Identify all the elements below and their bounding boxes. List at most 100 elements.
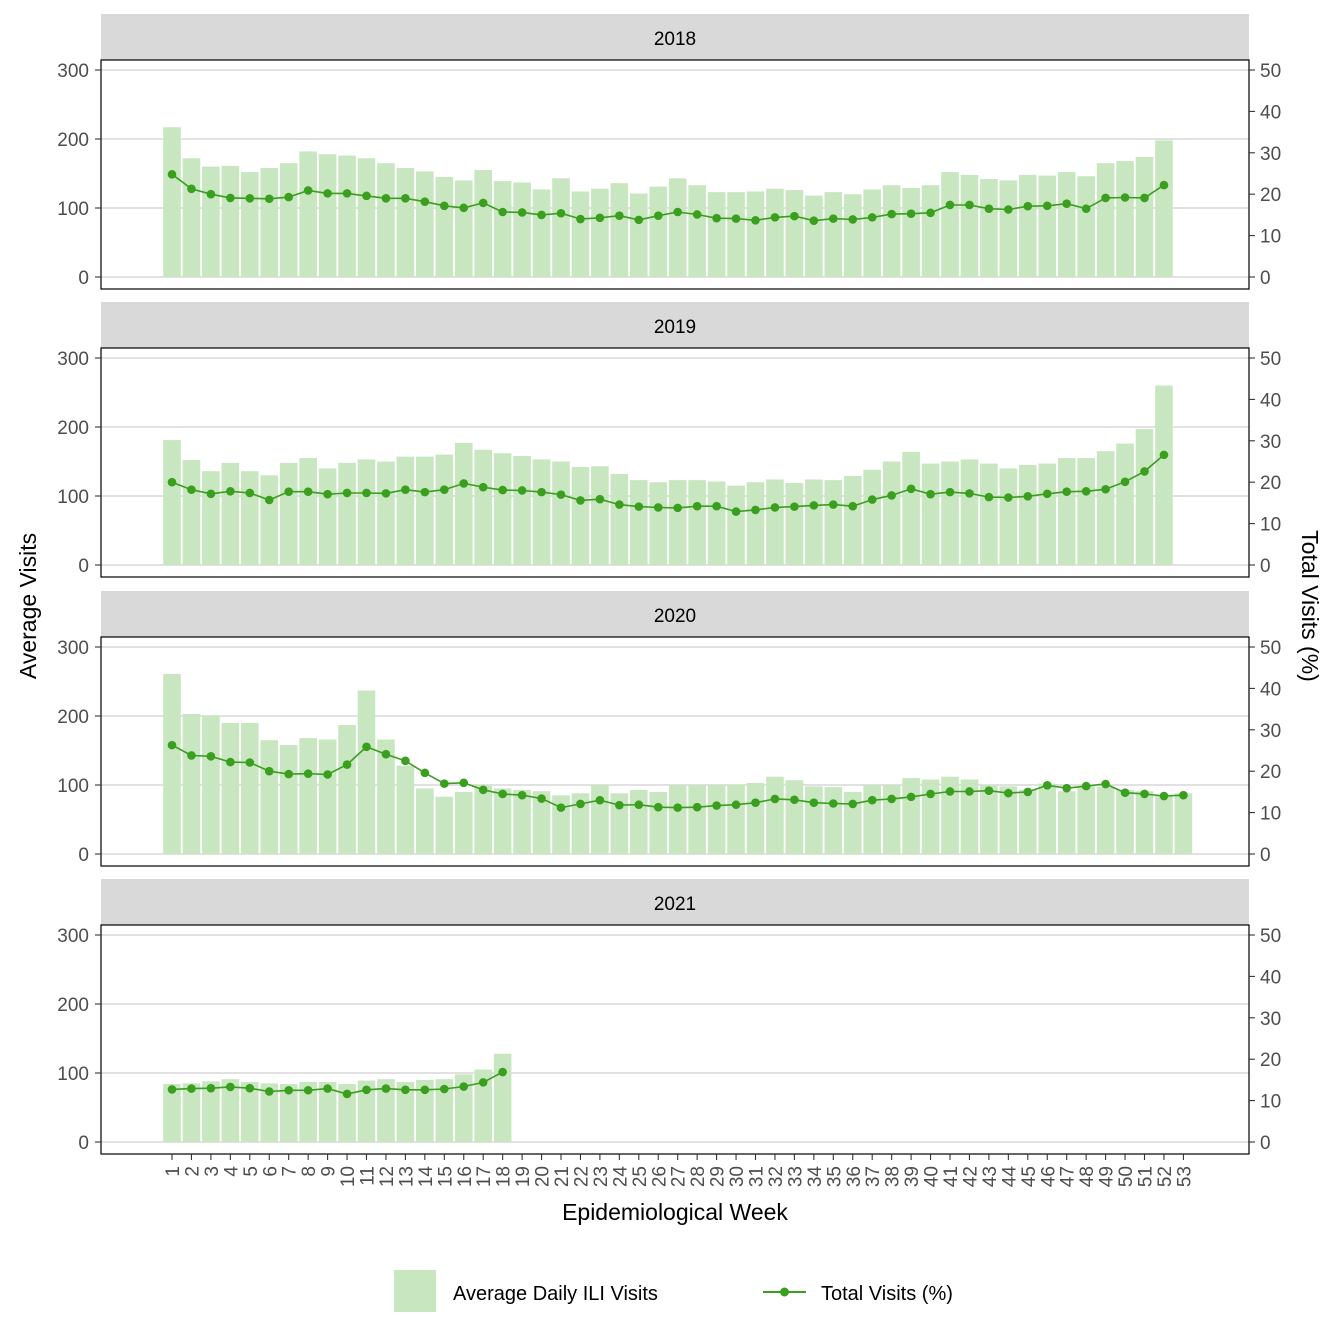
point-2018-w25 <box>634 215 644 225</box>
point-2021-w2 <box>187 1084 196 1093</box>
x-tick-label: 28 <box>688 1166 709 1187</box>
y-tick-label: 100 <box>57 1064 89 1085</box>
point-2018-w36 <box>848 215 858 224</box>
y2-tick-label: 10 <box>1260 515 1281 536</box>
point-2020-w7 <box>284 769 294 779</box>
x-tick-label: 27 <box>669 1166 690 1187</box>
bar-2019-w49 <box>1096 451 1115 565</box>
bar-2019-w27 <box>668 480 687 565</box>
point-2019-w39 <box>906 484 916 494</box>
point-2019-w41 <box>945 487 955 497</box>
point-2020-w14 <box>420 768 430 778</box>
point-2019-w4 <box>226 487 235 496</box>
bar-2021-w4 <box>221 1079 240 1142</box>
bar-2021-w6 <box>260 1083 279 1142</box>
bar-2018-w47 <box>1057 172 1076 277</box>
bar-2019-w2 <box>182 460 201 565</box>
y2-tick-label: 0 <box>1260 268 1271 289</box>
point-2018-w44 <box>1004 205 1013 214</box>
x-tick-label: 48 <box>1077 1166 1098 1187</box>
y-tick-label: 0 <box>78 556 89 577</box>
bar-2019-w36 <box>843 475 862 565</box>
x-axis: 1234567891011121314151617181920212223242… <box>163 1154 1195 1187</box>
bar-2019-w46 <box>1038 463 1057 565</box>
point-2020-w8 <box>303 769 313 778</box>
bar-2018-w35 <box>824 192 843 277</box>
x-tick-label: 26 <box>649 1166 670 1187</box>
point-2020-w32 <box>770 794 780 804</box>
x-tick-label: 22 <box>571 1166 592 1187</box>
x-tick-label: 21 <box>552 1166 573 1187</box>
point-2018-w8 <box>303 186 313 195</box>
point-2019-w49 <box>1101 484 1110 494</box>
bar-2018-w2 <box>182 158 201 277</box>
point-2021-w17 <box>478 1078 488 1087</box>
point-2018-w48 <box>1081 204 1091 213</box>
point-2018-w27 <box>673 207 682 217</box>
point-2019-w11 <box>362 488 371 498</box>
bar-2019-w38 <box>882 461 901 565</box>
x-tick-label: 6 <box>260 1166 281 1177</box>
bar-2020-w26 <box>649 791 668 854</box>
point-2019-w19 <box>517 486 527 495</box>
point-2018-w15 <box>440 201 449 211</box>
bar-2021-w2 <box>182 1083 201 1142</box>
point-2021-w15 <box>440 1084 449 1094</box>
bar-2019-w48 <box>1077 458 1095 565</box>
x-tick-label: 3 <box>202 1166 223 1177</box>
bar-2020-w20 <box>532 791 551 854</box>
bar-2020-w31 <box>746 782 765 854</box>
y-axis-title: Average Visits <box>15 533 41 679</box>
point-2021-w16 <box>459 1082 469 1091</box>
bar-2019-w51 <box>1135 429 1154 565</box>
point-2019-w34 <box>809 501 819 510</box>
x-tick-label: 15 <box>435 1166 456 1187</box>
point-2018-w19 <box>517 208 527 217</box>
point-2020-w19 <box>517 790 527 800</box>
bar-2021-w13 <box>396 1081 415 1142</box>
x-tick-label: 47 <box>1058 1166 1079 1187</box>
x-tick-label: 4 <box>221 1166 242 1177</box>
bar-2020-w51 <box>1135 791 1154 854</box>
point-2019-w18 <box>498 485 507 495</box>
bar-2019-w45 <box>1019 464 1037 565</box>
bar-2019-w29 <box>707 481 726 565</box>
x-tick-label: 9 <box>319 1166 340 1177</box>
point-2019-w45 <box>1023 491 1033 501</box>
point-2019-w31 <box>751 505 760 515</box>
point-2018-w30 <box>731 214 741 223</box>
x-tick-label: 7 <box>280 1166 301 1177</box>
facet-strip-label: 2020 <box>654 606 696 627</box>
y-tick-label: 300 <box>57 349 89 370</box>
bar-2020-w49 <box>1096 787 1115 854</box>
x-tick-label: 30 <box>727 1166 748 1187</box>
legend-swatch-dot <box>780 1287 789 1297</box>
bar-2018-w13 <box>396 167 415 277</box>
bar-2020-w43 <box>980 785 998 854</box>
x-tick-label: 25 <box>630 1166 651 1187</box>
bar-2019-w30 <box>727 485 745 565</box>
x-tick-label: 1 <box>163 1166 184 1177</box>
point-2018-w17 <box>478 198 488 208</box>
y2-tick-label: 20 <box>1260 185 1281 206</box>
x-tick-label: 41 <box>941 1166 962 1187</box>
bar-2020-w53 <box>1174 793 1193 854</box>
point-2020-w22 <box>576 799 585 809</box>
panel-border <box>100 347 1250 578</box>
point-2018-w45 <box>1023 201 1033 211</box>
bar-2018-w32 <box>766 188 784 277</box>
bar-2018-w51 <box>1135 156 1154 277</box>
y-tick-label: 0 <box>78 268 89 289</box>
point-2018-w33 <box>790 211 799 221</box>
point-2019-w29 <box>712 501 721 511</box>
point-2019-w17 <box>478 482 488 492</box>
bar-2021-w15 <box>435 1079 454 1142</box>
point-2019-w44 <box>1004 493 1013 502</box>
point-2019-w15 <box>440 485 449 494</box>
point-2019-w21 <box>556 490 566 499</box>
bar-2019-w28 <box>688 480 706 565</box>
point-2021-w3 <box>206 1083 216 1093</box>
bar-2020-w48 <box>1077 786 1095 854</box>
point-2019-w30 <box>731 507 741 516</box>
point-2018-w9 <box>323 189 332 198</box>
